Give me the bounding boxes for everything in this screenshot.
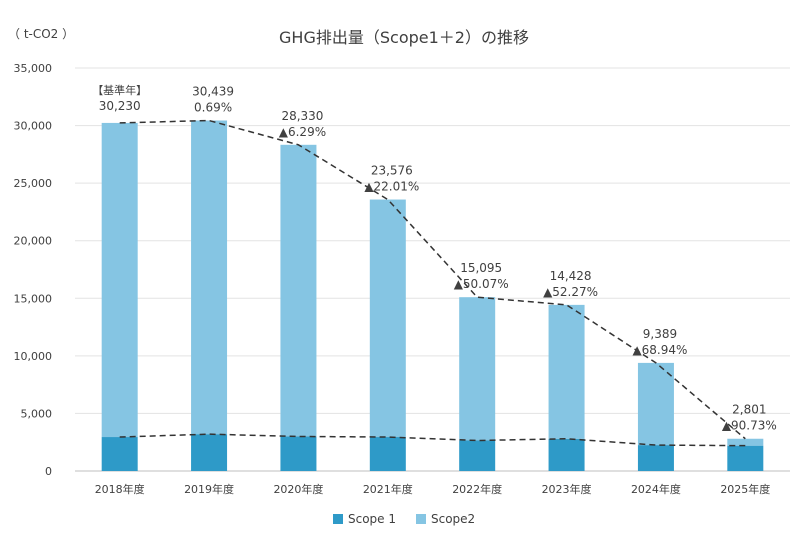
x-axis: 2018年度 2019年度 2020年度 2021年度 2022年度 2023年度 2024… <box>95 482 771 496</box>
total-value-label: 9,389 <box>643 327 677 341</box>
bar-scope2 <box>637 362 674 446</box>
x-tick-label: 2024年度 <box>631 482 681 496</box>
bar-scope1 <box>280 436 317 471</box>
data-labels: 【基準年】 30,230 30,439 0.69% 28,330 ▲6.29% 23,576… <box>92 83 777 433</box>
y-tick-label: 30,000 <box>14 120 53 133</box>
legend-label-scope1: Scope 1 <box>348 512 396 526</box>
bar-scope2 <box>369 199 406 438</box>
y-tick-label: 15,000 <box>14 292 53 305</box>
gridlines <box>75 67 790 472</box>
y-tick-label: 5,000 <box>21 407 53 420</box>
bar-scope2 <box>191 120 228 435</box>
legend: Scope 1 Scope2 <box>333 512 475 526</box>
y-tick-label: 10,000 <box>14 350 53 363</box>
x-tick-label: 2023年度 <box>542 482 592 496</box>
bar-scope1 <box>459 440 496 471</box>
bar-scope2 <box>459 297 496 441</box>
total-value-label: 30,439 <box>192 85 234 99</box>
legend-swatch-scope2 <box>416 514 426 524</box>
change-percent-label: ▲52.27% <box>543 285 598 299</box>
y-tick-label: 20,000 <box>14 235 53 248</box>
bar-scope1 <box>191 434 228 471</box>
change-percent-label: ▲6.29% <box>279 125 326 139</box>
change-percent-label: ▲68.94% <box>632 343 687 357</box>
change-percent-label: ▲90.73% <box>722 419 777 433</box>
trend-lines <box>119 119 746 447</box>
y-tick-label: 0 <box>45 465 52 478</box>
x-tick-label: 2020年度 <box>273 482 323 496</box>
bars <box>101 120 764 471</box>
total-value-label: 14,428 <box>550 269 592 283</box>
bar-scope1 <box>548 438 585 471</box>
x-tick-label: 2019年度 <box>184 482 234 496</box>
bar-scope1 <box>101 437 138 471</box>
y-tick-label: 25,000 <box>14 177 53 190</box>
legend-label-scope2: Scope2 <box>431 512 475 526</box>
y-tick-label: 35,000 <box>14 62 53 75</box>
x-tick-label: 2021年度 <box>363 482 413 496</box>
total-value-label: 15,095 <box>460 261 502 275</box>
bar-scope2 <box>727 438 764 446</box>
total-value-label: 30,230 <box>99 99 141 113</box>
total-value-label: 2,801 <box>732 403 766 417</box>
total-value-label: 28,330 <box>281 109 323 123</box>
bar-scope1 <box>727 445 764 471</box>
total-trend-line <box>119 119 746 440</box>
bar-scope2 <box>280 144 317 437</box>
legend-swatch-scope1 <box>333 514 343 524</box>
baseline-year-label: 【基準年】 <box>92 83 147 97</box>
x-tick-label: 2025年度 <box>720 482 770 496</box>
chart-title: GHG排出量（Scope1＋2）の推移 <box>279 28 529 47</box>
x-tick-label: 2022年度 <box>452 482 502 496</box>
change-percent-label: ▲22.01% <box>364 180 419 194</box>
total-value-label: 23,576 <box>371 164 413 178</box>
unit-label: （ t-CO2 ） <box>8 27 74 41</box>
bar-scope1 <box>369 437 406 471</box>
bar-scope2 <box>548 304 585 439</box>
change-percent-label: ▲50.07% <box>454 277 509 291</box>
change-percent-label: 0.69% <box>194 101 232 115</box>
scope1-trend-line <box>119 433 746 447</box>
bar-scope2 <box>101 122 138 438</box>
y-axis: 0 5,000 10,000 15,000 20,000 25,000 30,000 35,0… <box>14 62 53 478</box>
bar-scope1 <box>637 445 674 471</box>
x-tick-label: 2018年度 <box>95 482 145 496</box>
